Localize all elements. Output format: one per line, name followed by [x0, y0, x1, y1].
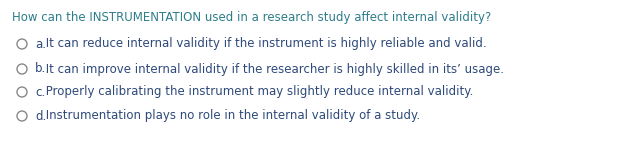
Text: a.: a.: [35, 37, 46, 51]
Text: d.: d.: [35, 109, 46, 123]
Text: c.: c.: [35, 85, 45, 99]
Text: How can the INSTRUMENTATION used in a research study affect internal validity?: How can the INSTRUMENTATION used in a re…: [12, 11, 491, 23]
Text: It can improve internal validity if the researcher is highly skilled in its’ usa: It can improve internal validity if the …: [42, 62, 504, 76]
Text: It can reduce internal validity if the instrument is highly reliable and valid.: It can reduce internal validity if the i…: [42, 37, 487, 51]
Text: b.: b.: [35, 62, 46, 76]
Text: Properly calibrating the instrument may slightly reduce internal validity.: Properly calibrating the instrument may …: [42, 85, 474, 99]
Text: Instrumentation plays no role in the internal validity of a study.: Instrumentation plays no role in the int…: [42, 109, 420, 123]
